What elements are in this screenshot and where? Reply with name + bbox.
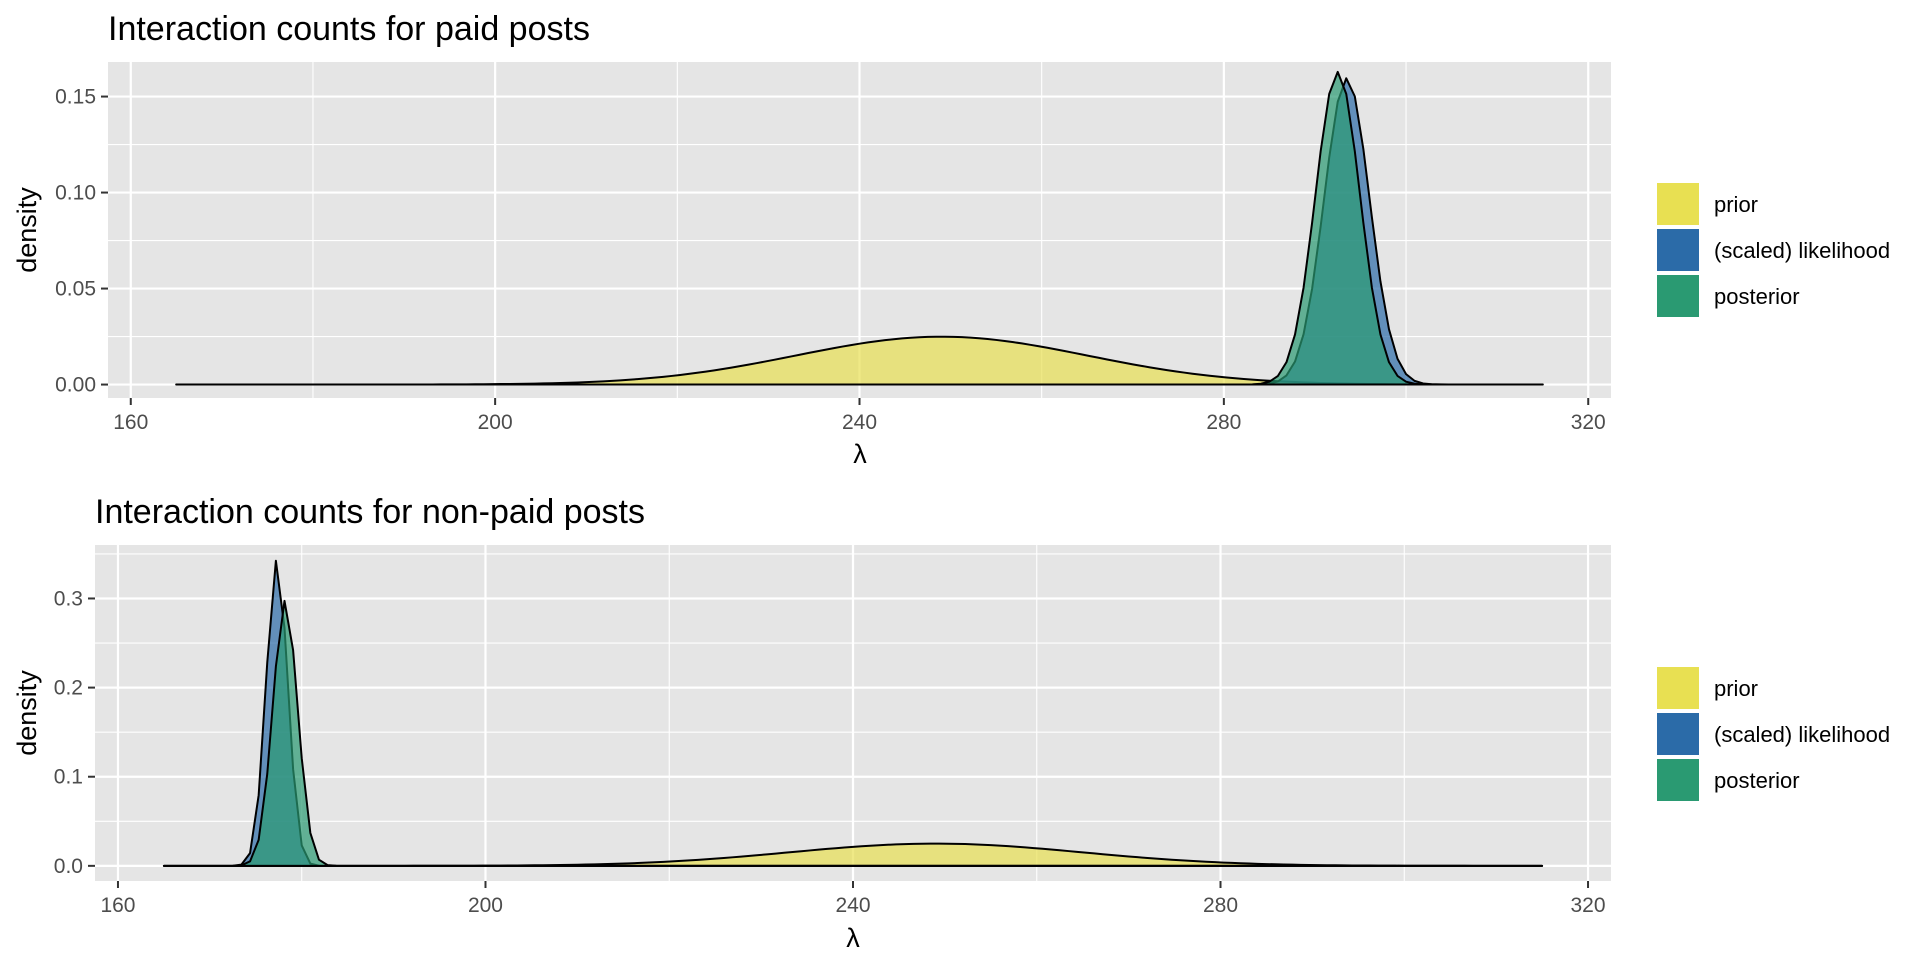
legend-key-posterior	[1655, 273, 1701, 319]
legend-label-likelihood: (scaled) likelihood	[1714, 722, 1890, 747]
legend-key-posterior	[1655, 757, 1701, 803]
y-tick-label: 0.2	[54, 677, 83, 700]
x-tick-label: 320	[1571, 894, 1606, 917]
y-axis: 0.00 0.05 0.10 0.15	[55, 86, 108, 397]
density-areas	[162, 559, 1544, 867]
legend-key-likelihood	[1655, 711, 1701, 757]
y-axis-title: density	[12, 670, 42, 756]
density-area-posterior	[175, 70, 1544, 386]
legend-label-prior: prior	[1714, 192, 1758, 217]
legend-key-prior	[1655, 665, 1701, 711]
y-tick-label: 0.05	[55, 278, 96, 301]
y-tick-label: 0.0	[54, 855, 83, 878]
x-tick-label: 280	[1206, 411, 1241, 434]
x-axis: 160 200 240 280 320	[113, 398, 1606, 434]
legend-paid: prior (scaled) likelihood posterior	[1655, 181, 1890, 319]
x-tick-label: 280	[1203, 894, 1238, 917]
grid-lines	[108, 62, 1611, 398]
x-tick-label: 240	[842, 411, 877, 434]
x-axis-title: λ	[846, 923, 860, 953]
chart-non-paid: Interaction counts for non-paid posts 16…	[12, 493, 1611, 953]
y-tick-label: 0.00	[55, 374, 96, 397]
y-tick-label: 0.15	[55, 86, 96, 109]
legend-key-likelihood	[1655, 227, 1701, 273]
chart-title: Interaction counts for paid posts	[108, 10, 590, 48]
density-area-posterior	[162, 599, 1544, 867]
y-tick-label: 0.10	[55, 182, 96, 205]
x-tick-label: 320	[1571, 411, 1606, 434]
y-axis-title: density	[12, 187, 42, 273]
x-tick-label: 160	[100, 894, 135, 917]
x-axis-title: λ	[853, 439, 867, 469]
x-tick-label: 160	[113, 411, 148, 434]
legend-label-prior: prior	[1714, 676, 1758, 701]
x-tick-label: 200	[478, 411, 513, 434]
density-areas	[175, 70, 1544, 386]
x-tick-label: 240	[835, 894, 870, 917]
legend-label-likelihood: (scaled) likelihood	[1714, 238, 1890, 263]
legend-label-posterior: posterior	[1714, 768, 1800, 793]
legend-non-paid: prior (scaled) likelihood posterior	[1655, 665, 1890, 803]
x-axis: 160 200 240 280 320	[100, 881, 1606, 917]
legend-label-posterior: posterior	[1714, 284, 1800, 309]
legend-key-prior	[1655, 181, 1701, 227]
x-tick-label: 200	[468, 894, 503, 917]
y-tick-label: 0.3	[54, 587, 83, 610]
chart-title: Interaction counts for non-paid posts	[95, 493, 645, 531]
y-tick-label: 0.1	[54, 766, 83, 789]
y-axis: 0.0 0.1 0.2 0.3	[54, 587, 95, 878]
chart-paid: Interaction counts for paid posts 160 200…	[12, 10, 1611, 469]
